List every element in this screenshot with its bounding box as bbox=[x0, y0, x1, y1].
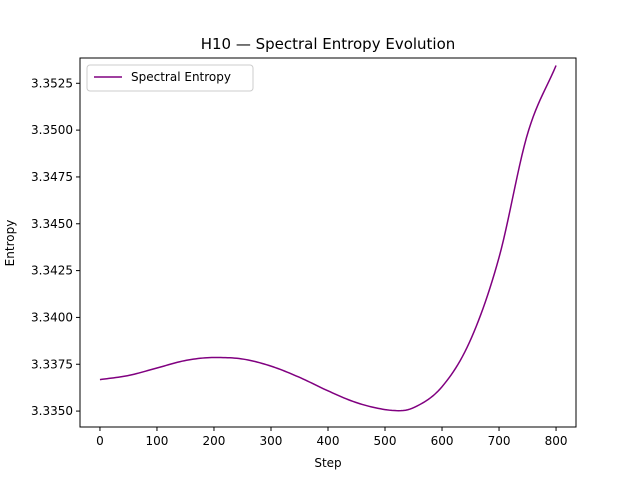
series-line bbox=[99, 65, 557, 412]
y-tick-label: 3.3450 bbox=[31, 217, 73, 231]
y-tick-label: 3.3425 bbox=[31, 264, 73, 278]
x-tick-label: 400 bbox=[317, 434, 340, 448]
x-axis-label: Step bbox=[314, 456, 341, 470]
legend-label: Spectral Entropy bbox=[131, 70, 231, 84]
y-tick-label: 3.3525 bbox=[31, 76, 73, 90]
legend-box bbox=[86, 64, 254, 92]
chart-title: H10 — Spectral Entropy Evolution bbox=[201, 35, 456, 53]
plot-frame bbox=[79, 57, 577, 428]
legend: Spectral Entropy bbox=[86, 64, 254, 92]
y-tick-label: 3.3375 bbox=[31, 357, 73, 371]
y-tick-label: 3.3500 bbox=[31, 123, 73, 137]
x-tick-label: 100 bbox=[146, 434, 169, 448]
x-tick-label: 200 bbox=[203, 434, 226, 448]
x-tick-label: 800 bbox=[545, 434, 568, 448]
y-tick-label: 3.3475 bbox=[31, 170, 73, 184]
x-tick-label: 300 bbox=[260, 434, 283, 448]
y-axis-ticks: 3.3350 3.3375 3.3400 3.3425 3.3450 3.3475 3.35… bbox=[31, 76, 80, 418]
y-tick-label: 3.3400 bbox=[31, 310, 73, 324]
y-axis-label: Entropy bbox=[3, 220, 17, 267]
x-tick-label: 600 bbox=[431, 434, 454, 448]
y-tick-label: 3.3350 bbox=[31, 404, 73, 418]
x-tick-label: 700 bbox=[488, 434, 511, 448]
x-tick-label: 500 bbox=[374, 434, 397, 448]
series-layer bbox=[99, 65, 557, 412]
x-tick-label: 0 bbox=[96, 434, 104, 448]
x-axis-ticks: 0 100 200 300 400 500 600 700 800 bbox=[96, 427, 567, 448]
